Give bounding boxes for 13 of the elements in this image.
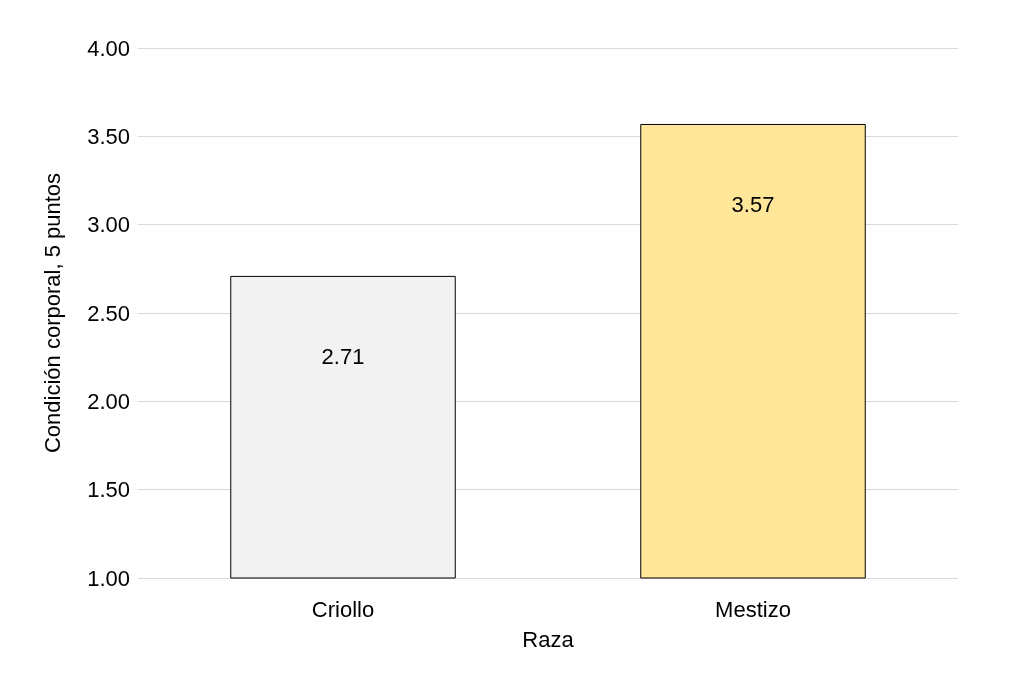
y-tick-label: 2.50 (87, 300, 130, 326)
data-label: 2.71 (321, 344, 365, 370)
y-tick-label: 1.00 (87, 565, 130, 591)
y-tick-label: 2.00 (87, 388, 130, 414)
x-tick-label: Criollo (311, 596, 375, 622)
y-tick-label: 4.00 (87, 35, 130, 61)
x-axis-title: Raza (522, 626, 575, 652)
y-axis-title: Condición corporal, 5 puntos (39, 172, 65, 454)
y-tick-label: 1.50 (87, 477, 130, 503)
data-label: 3.57 (731, 192, 775, 218)
y-tick-label: 3.50 (87, 123, 130, 149)
y-tick-label: 3.00 (87, 212, 130, 238)
x-tick-label: Mestizo (715, 596, 791, 622)
